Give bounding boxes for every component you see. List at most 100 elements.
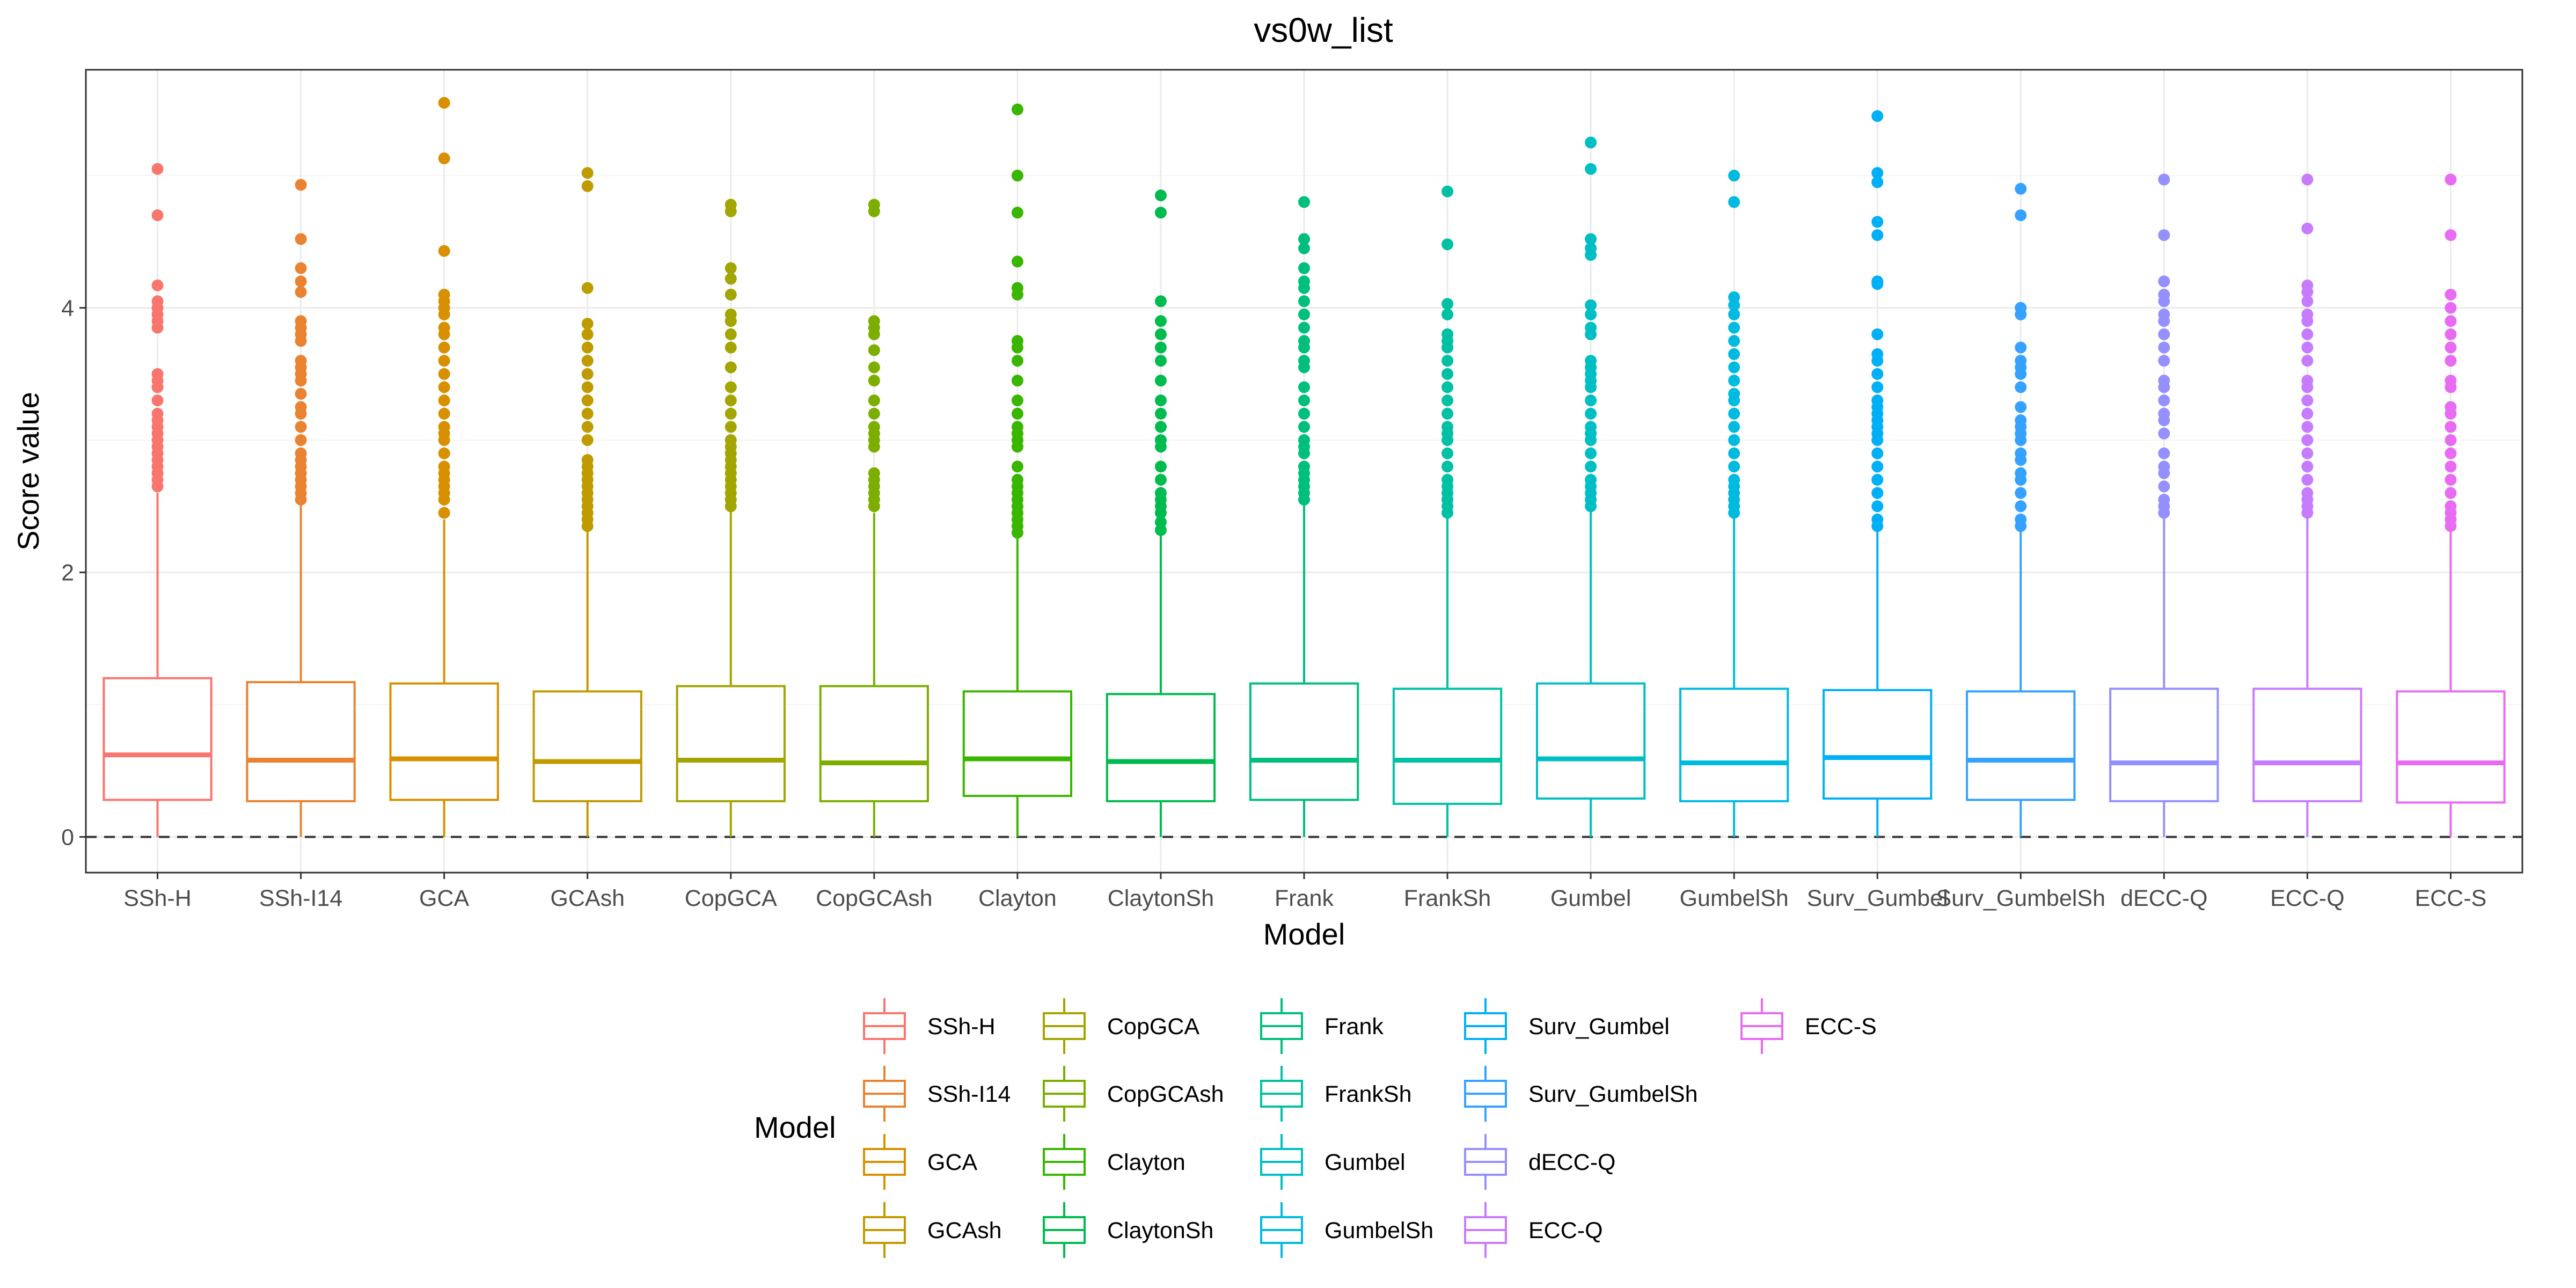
outlier-point: [1871, 167, 1884, 179]
outlier-point: [1441, 185, 1454, 197]
outlier-point: [724, 199, 737, 211]
outlier-point: [1871, 229, 1884, 241]
outlier-point: [1154, 328, 1167, 340]
box-body: [1392, 687, 1503, 805]
outlier-point: [1585, 233, 1597, 245]
legend-item: GumbelSh: [1260, 1202, 1433, 1258]
outlier-point: [1585, 421, 1597, 433]
outlier-point: [2158, 447, 2170, 459]
outlier-point: [295, 275, 307, 288]
outlier-point: [438, 288, 450, 301]
outlier-point: [2015, 447, 2027, 459]
legend-item: SSh-H: [863, 998, 996, 1054]
legend-label: Clayton: [1107, 1150, 1185, 1175]
outlier-point: [1441, 421, 1454, 433]
box-body: [389, 682, 499, 801]
outlier-point: [295, 387, 307, 400]
outlier-point: [1871, 500, 1884, 513]
outlier-point: [2158, 328, 2170, 340]
outlier-point: [1441, 368, 1454, 380]
outlier-point: [581, 434, 594, 447]
outlier-point: [2445, 474, 2457, 486]
legend-label: FrankSh: [1324, 1081, 1412, 1107]
outlier-point: [295, 355, 307, 367]
box-body: [2252, 687, 2362, 802]
outlier-point: [1154, 487, 1167, 499]
outlier-point: [1298, 233, 1310, 245]
outlier-point: [2301, 279, 2314, 291]
legend-label: CopGCAsh: [1107, 1081, 1224, 1107]
outlier-point: [1585, 321, 1597, 334]
x-tick-label: GumbelSh: [1680, 885, 1789, 911]
box-body: [1679, 687, 1789, 802]
outlier-point: [724, 328, 737, 340]
legend-item: dECC-Q: [1464, 1134, 1615, 1190]
outlier-point: [581, 180, 594, 192]
outlier-point: [1871, 110, 1884, 122]
outlier-point: [2445, 173, 2457, 186]
outlier-point: [2301, 308, 2314, 320]
outlier-point: [1441, 381, 1454, 393]
outlier-point: [1871, 460, 1884, 473]
legend-label: SSh-I14: [927, 1081, 1011, 1107]
outlier-point: [1298, 242, 1310, 254]
outlier-point: [581, 355, 594, 367]
legend-item: Gumbel: [1260, 1134, 1406, 1190]
legend-item: FrankSh: [1260, 1066, 1412, 1122]
outlier-point: [1011, 335, 1023, 347]
outlier-point: [1154, 421, 1167, 433]
legend-item: GCAsh: [863, 1202, 1002, 1258]
legend-label: Surv_GumbelSh: [1528, 1081, 1698, 1107]
box-body: [532, 690, 642, 802]
outlier-point: [1871, 368, 1884, 380]
outlier-point: [2158, 427, 2170, 440]
outlier-point: [2301, 434, 2314, 447]
outlier-point: [438, 460, 450, 473]
outlier-point: [2015, 355, 2027, 367]
outlier-point: [438, 447, 450, 459]
outlier-point: [2015, 401, 2027, 413]
outlier-point: [295, 315, 307, 327]
x-tick-label: dECC-Q: [2120, 885, 2207, 911]
legend-item: GCA: [863, 1134, 978, 1190]
outlier-point: [1728, 460, 1740, 473]
outlier-point: [1298, 308, 1310, 320]
outlier-point: [151, 279, 164, 291]
outlier-point: [1728, 474, 1740, 486]
outlier-point: [1441, 460, 1454, 473]
outlier-point: [1154, 394, 1167, 407]
box-surv-gumbel: [1823, 110, 1933, 837]
outlier-point: [1011, 474, 1023, 486]
outlier-point: [2158, 229, 2170, 241]
outlier-point: [581, 381, 594, 393]
outlier-point: [1728, 434, 1740, 447]
outlier-point: [438, 97, 450, 109]
outlier-point: [295, 434, 307, 447]
outlier-point: [1728, 447, 1740, 459]
outlier-point: [2301, 487, 2314, 499]
outlier-point: [1011, 421, 1023, 433]
outlier-point: [1585, 136, 1597, 149]
outlier-point: [1871, 275, 1884, 288]
outlier-point: [724, 288, 737, 301]
outlier-point: [1298, 407, 1310, 420]
outlier-point: [1154, 516, 1167, 528]
outlier-point: [724, 407, 737, 420]
y-tick-label: 4: [61, 296, 74, 321]
outlier-point: [2158, 275, 2170, 288]
box-body: [819, 685, 929, 802]
outlier-point: [1154, 434, 1167, 447]
outlier-point: [868, 375, 880, 387]
outlier-point: [1154, 407, 1167, 420]
outlier-point: [581, 407, 594, 420]
outlier-point: [2301, 474, 2314, 486]
outlier-point: [868, 407, 880, 420]
outlier-point: [1154, 315, 1167, 327]
outlier-point: [1585, 299, 1597, 311]
outlier-point: [868, 199, 880, 211]
legend-item: SSh-I14: [863, 1066, 1011, 1122]
outlier-point: [2015, 500, 2027, 513]
outlier-point: [295, 179, 307, 191]
box-body: [1823, 689, 1933, 800]
outlier-point: [1298, 335, 1310, 347]
